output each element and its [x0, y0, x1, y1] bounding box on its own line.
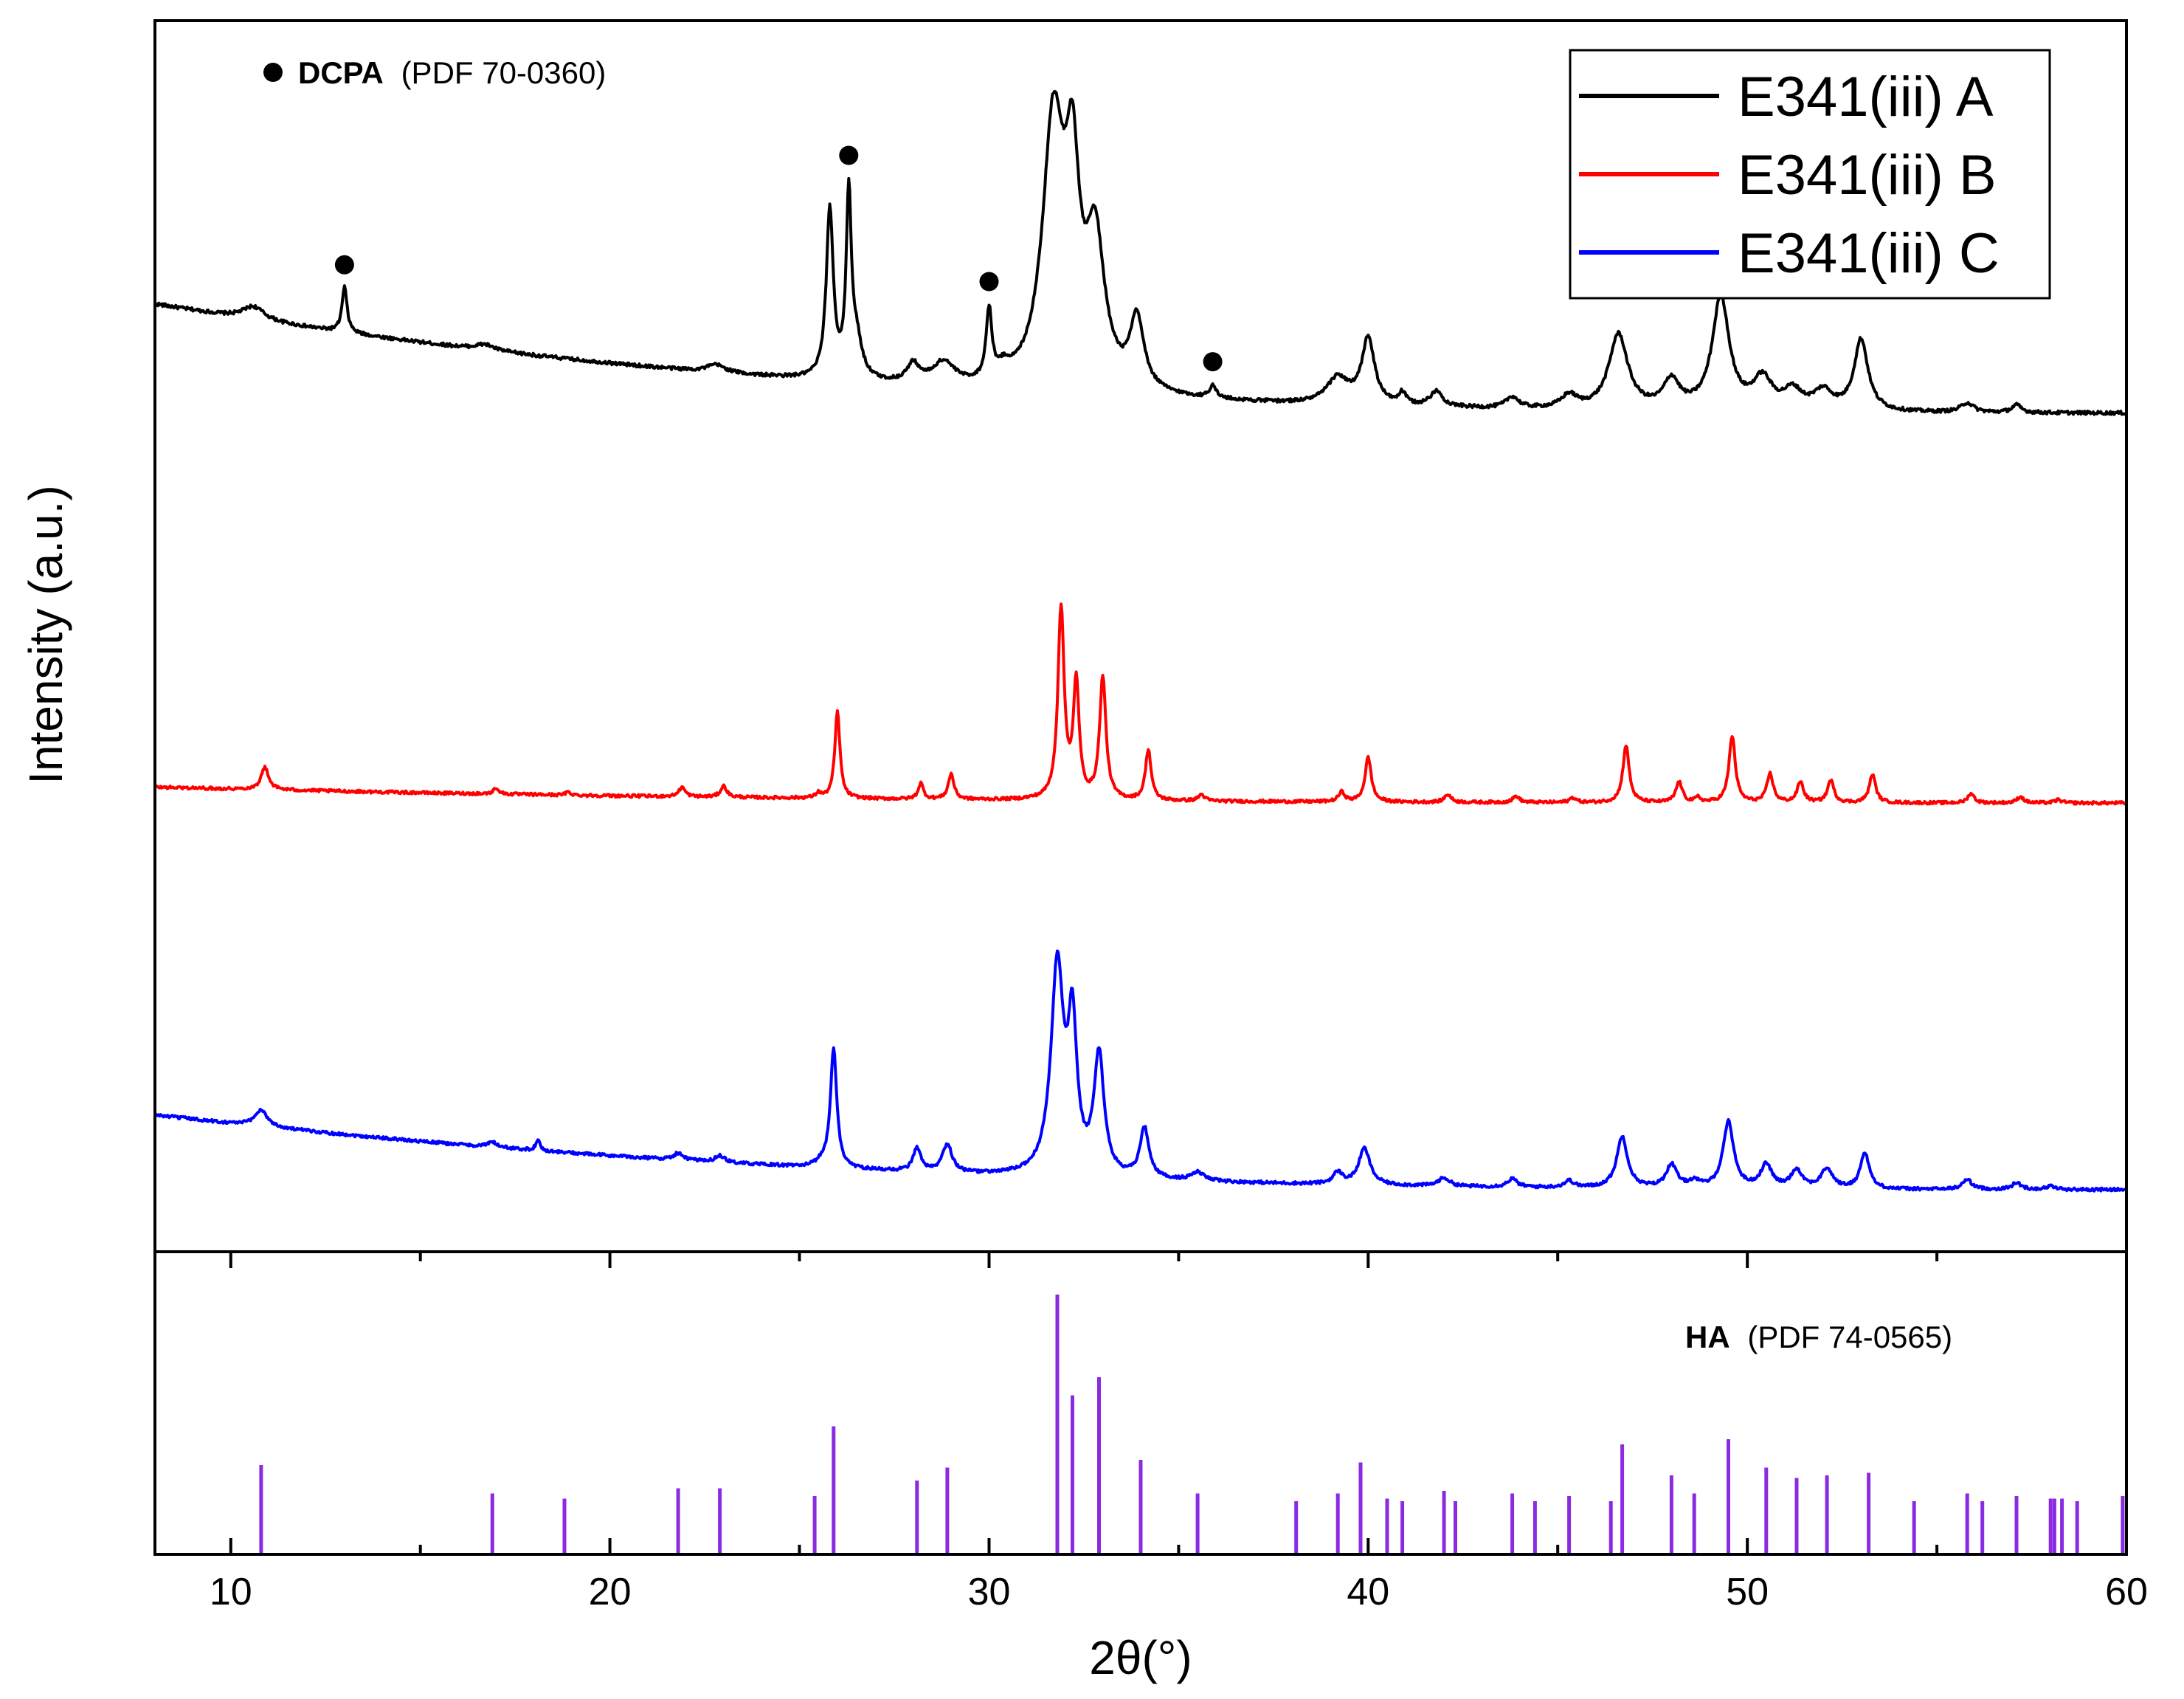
- plot-lines: [153, 89, 2128, 1193]
- legend-label-b: E341(iii) B: [1738, 144, 1997, 207]
- x-tick-label-50: 50: [1726, 1571, 1769, 1613]
- x-axis-label: 2θ(°): [1089, 1631, 1192, 1684]
- legend-label-a: E341(iii) A: [1738, 66, 1994, 128]
- series-line-2: [154, 949, 2127, 1193]
- dcpa-annotation: DCPA (PDF 70-0360): [298, 55, 606, 90]
- x-axis-ticks: [229, 1252, 2128, 1554]
- dcpa-markers: [334, 145, 1223, 372]
- series-line-0: [153, 89, 2128, 416]
- y-axis-label: Intensity (a.u.): [19, 485, 72, 785]
- dcpa-marker-1: [839, 145, 859, 165]
- ha-annotation: HA (PDF 74-0565): [1685, 1320, 1952, 1354]
- series-line-1: [154, 602, 2127, 806]
- x-tick-label-30: 30: [968, 1571, 1011, 1613]
- lower-plot-frame: [153, 1250, 2128, 1556]
- x-tick-label-40: 40: [1347, 1571, 1389, 1613]
- reference-lines: [259, 1295, 2125, 1553]
- dcpa-marker-2: [979, 272, 999, 292]
- ha-annotation-bold: HA: [1685, 1320, 1730, 1354]
- x-tick-label-60: 60: [2105, 1571, 2148, 1613]
- legend: E341(iii) A E341(iii) B E341(iii) C: [1569, 49, 2051, 300]
- dcpa-annotation-bold: DCPA: [298, 55, 384, 90]
- dcpa-legend-marker: [263, 63, 283, 82]
- dcpa-annotation-normal: (PDF 70-0360): [401, 55, 607, 90]
- x-tick-label-10: 10: [210, 1571, 252, 1613]
- x-axis-tick-labels: 10 20 30 40 50 60: [210, 1571, 2148, 1613]
- legend-label-c: E341(iii) C: [1738, 222, 2000, 285]
- x-tick-label-20: 20: [589, 1571, 632, 1613]
- dcpa-marker-3: [1203, 352, 1223, 372]
- dcpa-marker-0: [334, 255, 354, 275]
- ha-annotation-normal: (PDF 74-0565): [1747, 1320, 1952, 1354]
